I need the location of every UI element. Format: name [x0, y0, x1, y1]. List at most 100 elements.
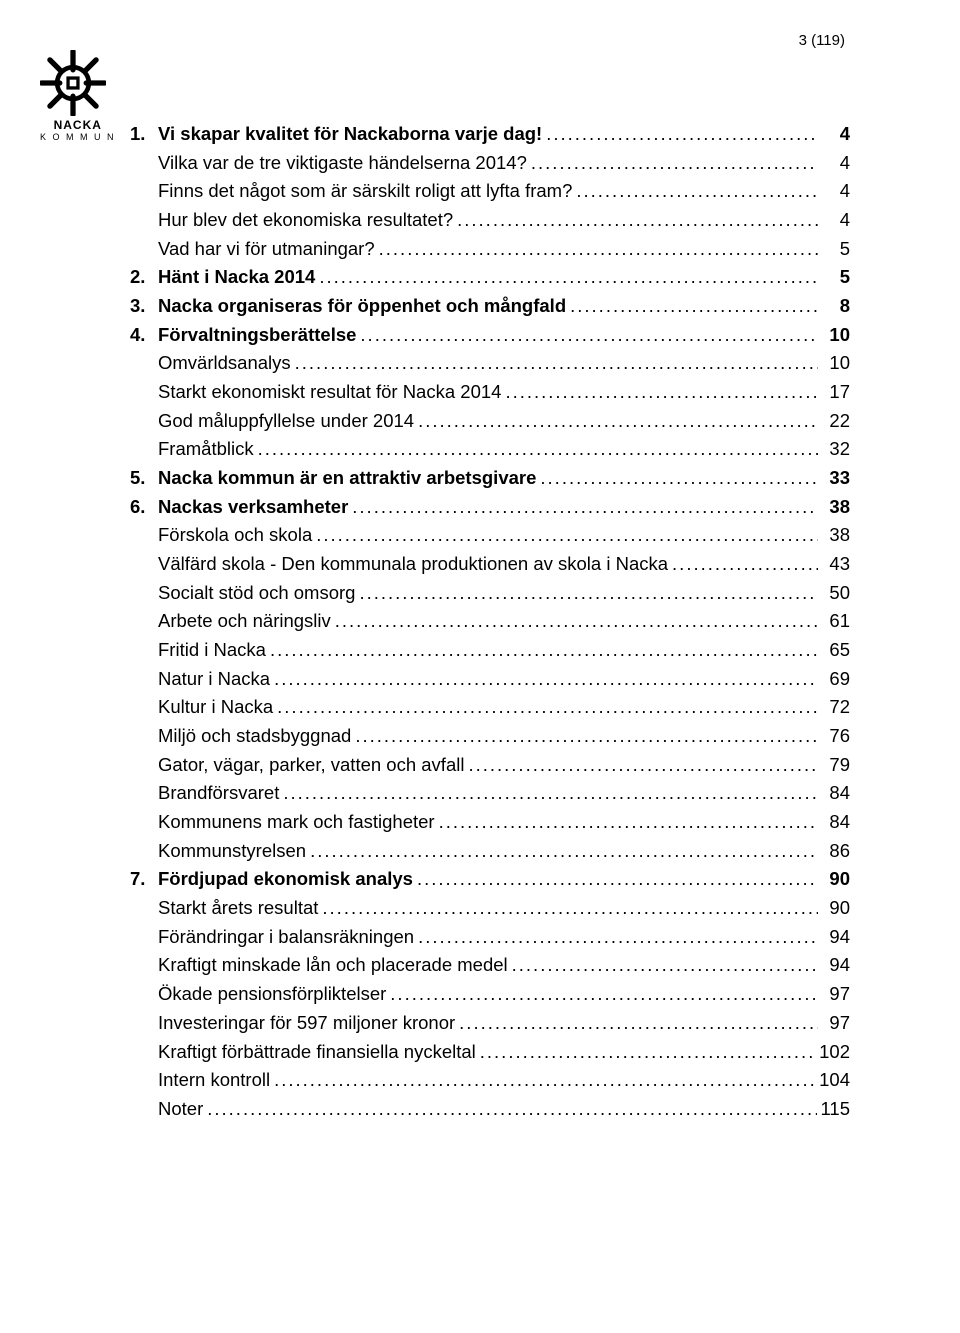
toc-entry[interactable]: Förändringar i balansräkningen94	[130, 923, 850, 952]
toc-entry[interactable]: 7.Fördjupad ekonomisk analys90	[130, 865, 850, 894]
toc-page: 104	[819, 1066, 850, 1095]
toc-leader	[359, 579, 818, 608]
logo-text-main: NACKA	[40, 118, 116, 132]
toc-number: 7.	[130, 865, 158, 894]
toc-page: 102	[819, 1038, 850, 1067]
toc-label: Starkt ekonomiskt resultat för Nacka 201…	[130, 378, 501, 407]
toc-entry[interactable]: Starkt årets resultat 90	[130, 894, 850, 923]
toc-leader	[207, 1095, 816, 1124]
toc-entry[interactable]: Noter115	[130, 1095, 850, 1124]
toc-leader	[277, 693, 818, 722]
toc-page: 32	[822, 435, 850, 464]
toc-label-text: Fördjupad ekonomisk analys	[158, 868, 413, 889]
toc-entry[interactable]: Arbete och näringsliv61	[130, 607, 850, 636]
toc-leader	[379, 235, 818, 264]
toc-entry[interactable]: God måluppfyllelse under 201422	[130, 407, 850, 436]
toc-page: 8	[822, 292, 850, 321]
toc-entry[interactable]: 1.Vi skapar kvalitet för Nackaborna varj…	[130, 120, 850, 149]
toc-entry[interactable]: Investeringar för 597 miljoner kronor97	[130, 1009, 850, 1038]
toc-entry[interactable]: Kraftigt minskade lån och placerade mede…	[130, 951, 850, 980]
toc-page: 4	[822, 177, 850, 206]
toc-entry[interactable]: Kultur i Nacka72	[130, 693, 850, 722]
toc-leader	[672, 550, 818, 579]
toc-entry[interactable]: Ökade pensionsförpliktelser97	[130, 980, 850, 1009]
toc-entry[interactable]: Socialt stöd och omsorg50	[130, 579, 850, 608]
toc-page: 4	[822, 120, 850, 149]
toc-entry[interactable]: Vilka var de tre viktigaste händelserna …	[130, 149, 850, 178]
toc-entry[interactable]: Omvärldsanalys10	[130, 349, 850, 378]
toc-entry[interactable]: Miljö och stadsbyggnad76	[130, 722, 850, 751]
toc-label: 7.Fördjupad ekonomisk analys	[130, 865, 413, 894]
toc-leader	[258, 435, 818, 464]
toc-leader	[468, 751, 818, 780]
toc-leader	[316, 521, 818, 550]
toc-entry[interactable]: Starkt ekonomiskt resultat för Nacka 201…	[130, 378, 850, 407]
toc-page: 79	[822, 751, 850, 780]
toc-entry[interactable]: 3.Nacka organiseras för öppenhet och mån…	[130, 292, 850, 321]
toc-leader	[390, 980, 818, 1009]
toc-label: Fritid i Nacka	[130, 636, 266, 665]
toc-entry[interactable]: Intern kontroll 104	[130, 1066, 850, 1095]
toc-entry[interactable]: 4.Förvaltningsberättelse10	[130, 321, 850, 350]
toc-entry[interactable]: Vad har vi för utmaningar?5	[130, 235, 850, 264]
toc-leader	[418, 407, 818, 436]
logo-text-sub: K O M M U N	[40, 132, 116, 142]
toc-label-text: Vi skapar kvalitet för Nackaborna varje …	[158, 123, 542, 144]
toc-leader	[360, 321, 818, 350]
toc-page: 84	[822, 808, 850, 837]
toc-label: Arbete och näringsliv	[130, 607, 331, 636]
toc-label: Brandförsvaret	[130, 779, 279, 808]
toc-leader	[352, 493, 818, 522]
toc-number: 4.	[130, 321, 158, 350]
toc-entry[interactable]: Hur blev det ekonomiska resultatet?4	[130, 206, 850, 235]
toc-entry[interactable]: Kommunstyrelsen86	[130, 837, 850, 866]
toc-label: Intern kontroll	[130, 1066, 270, 1095]
toc-leader	[512, 951, 818, 980]
toc-label: 1.Vi skapar kvalitet för Nackaborna varj…	[130, 120, 542, 149]
toc-page: 86	[822, 837, 850, 866]
toc-page: 97	[822, 980, 850, 1009]
toc-page: 65	[822, 636, 850, 665]
toc-label: Starkt årets resultat	[130, 894, 318, 923]
toc-leader	[319, 263, 818, 292]
toc-leader	[459, 1009, 818, 1038]
toc-entry[interactable]: Fritid i Nacka 65	[130, 636, 850, 665]
toc-page: 38	[822, 521, 850, 550]
toc-leader	[439, 808, 818, 837]
toc-page: 90	[822, 894, 850, 923]
toc-page: 50	[822, 579, 850, 608]
toc-leader	[295, 349, 818, 378]
toc-label-text: Hänt i Nacka 2014	[158, 266, 315, 287]
toc-page: 76	[822, 722, 850, 751]
toc-entry[interactable]: 5.Nacka kommun är en attraktiv arbetsgiv…	[130, 464, 850, 493]
toc-label: Gator, vägar, parker, vatten och avfall	[130, 751, 464, 780]
toc-label-text: Nackas verksamheter	[158, 496, 348, 517]
toc-page: 69	[822, 665, 850, 694]
toc-leader	[570, 292, 818, 321]
toc-leader	[457, 206, 818, 235]
toc-entry[interactable]: Kraftigt förbättrade finansiella nyckelt…	[130, 1038, 850, 1067]
toc-page: 22	[822, 407, 850, 436]
document-page: 3 (119) NACKA K O M M U N 1.Vi skapar kv…	[0, 0, 960, 1333]
toc-entry[interactable]: Förskola och skola38	[130, 521, 850, 550]
toc-label: Kraftigt förbättrade finansiella nyckelt…	[130, 1038, 476, 1067]
toc-entry[interactable]: 6.Nackas verksamheter38	[130, 493, 850, 522]
toc-entry[interactable]: Gator, vägar, parker, vatten och avfall 7…	[130, 751, 850, 780]
toc-entry[interactable]: Välfärd skola - Den kommunala produktion…	[130, 550, 850, 579]
logo-icon	[40, 50, 106, 116]
toc-entry[interactable]: Framåtblick 32	[130, 435, 850, 464]
toc-entry[interactable]: 2.Hänt i Nacka 20145	[130, 263, 850, 292]
toc-label: 6.Nackas verksamheter	[130, 493, 348, 522]
toc-number: 1.	[130, 120, 158, 149]
toc-entry[interactable]: Natur i Nacka69	[130, 665, 850, 694]
toc-entry[interactable]: Finns det något som är särskilt roligt a…	[130, 177, 850, 206]
toc-leader	[505, 378, 818, 407]
toc-entry[interactable]: Kommunens mark och fastigheter84	[130, 808, 850, 837]
toc-entry[interactable]: Brandförsvaret84	[130, 779, 850, 808]
toc-leader	[270, 636, 818, 665]
toc-leader	[310, 837, 818, 866]
toc-label: Investeringar för 597 miljoner kronor	[130, 1009, 455, 1038]
toc-label: Framåtblick	[130, 435, 254, 464]
table-of-contents: 1.Vi skapar kvalitet för Nackaborna varj…	[130, 120, 850, 1124]
toc-page: 33	[822, 464, 850, 493]
